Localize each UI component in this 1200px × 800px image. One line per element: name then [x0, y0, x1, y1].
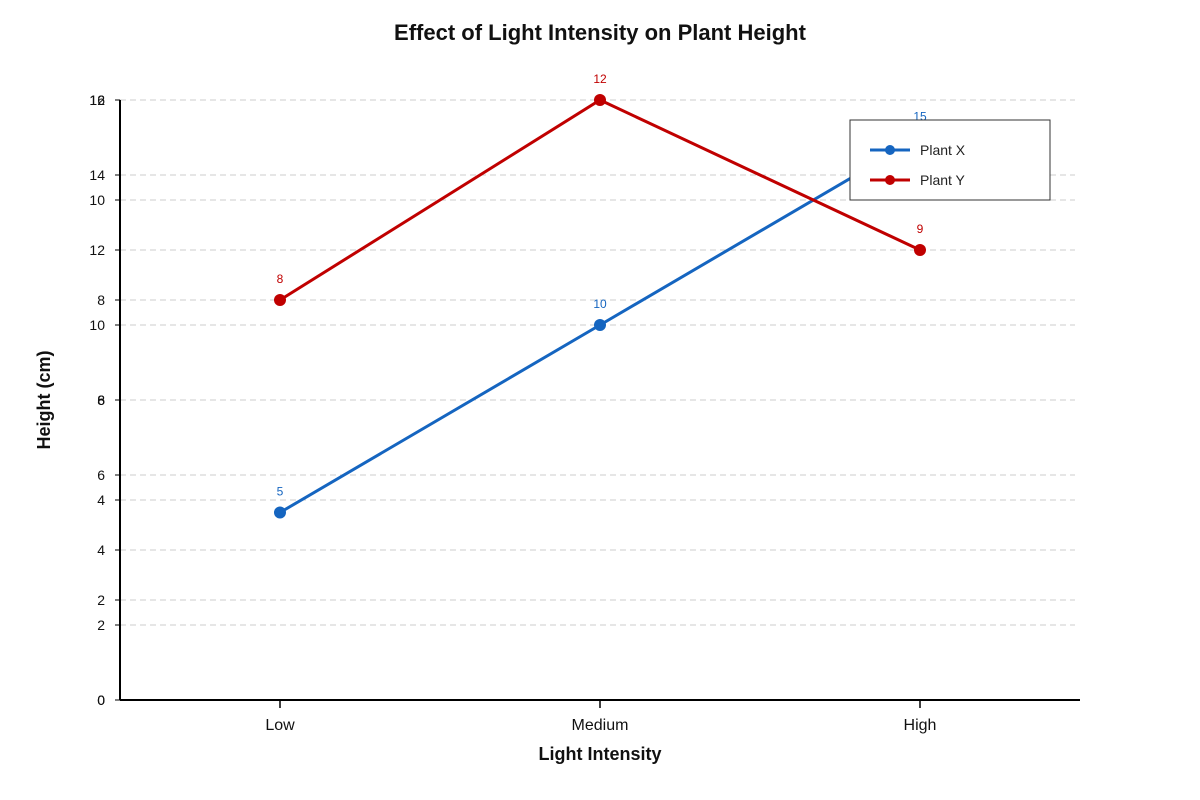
y-tick-label: 6 — [97, 392, 105, 408]
data-point — [274, 294, 286, 306]
legend-swatch-marker — [885, 145, 895, 155]
data-point — [914, 244, 926, 256]
y-tick-label: 14 — [89, 167, 105, 183]
y-tick-label: 16 — [89, 92, 105, 108]
x-tick-label: Low — [265, 717, 295, 734]
y-tick-label: 0 — [97, 692, 105, 708]
data-label: 9 — [917, 222, 924, 236]
data-label: 12 — [593, 72, 607, 86]
y-axis-title: Height (cm) — [34, 350, 54, 449]
data-label: 5 — [277, 485, 284, 499]
data-label: 10 — [593, 297, 607, 311]
x-axis-ticks: Low Medium High — [265, 700, 936, 734]
y-tick-label: 2 — [97, 617, 105, 633]
y-tick-label: 2 — [97, 592, 105, 608]
x-axis-title: Light Intensity — [539, 744, 662, 764]
x-tick-label: Medium — [572, 717, 629, 734]
legend-label: Plant X — [920, 142, 966, 158]
y-tick-label: 4 — [97, 492, 105, 508]
legend-label: Plant Y — [920, 172, 966, 188]
legend: Plant X Plant Y — [849, 119, 1051, 201]
data-point — [274, 506, 286, 519]
y-tick-label: 6 — [97, 467, 105, 483]
legend-box — [849, 119, 1051, 201]
y-tick-label: 12 — [89, 242, 105, 258]
y-tick-label: 10 — [89, 192, 105, 208]
legend-swatch-marker — [885, 175, 895, 185]
x-tick-label: High — [904, 717, 937, 734]
y-tick-label: 12 — [89, 92, 105, 108]
chart-title: Effect of Light Intensity on Plant Heigh… — [394, 20, 807, 45]
y-tick-label: 8 — [97, 292, 105, 308]
data-label: 8 — [277, 272, 284, 286]
y-tick-label: 0 — [97, 692, 105, 708]
data-point — [594, 94, 606, 106]
data-point — [594, 319, 606, 331]
y-tick-label: 8 — [97, 392, 105, 408]
y-tick-label: 4 — [97, 542, 105, 558]
y-tick-label: 10 — [89, 317, 105, 333]
